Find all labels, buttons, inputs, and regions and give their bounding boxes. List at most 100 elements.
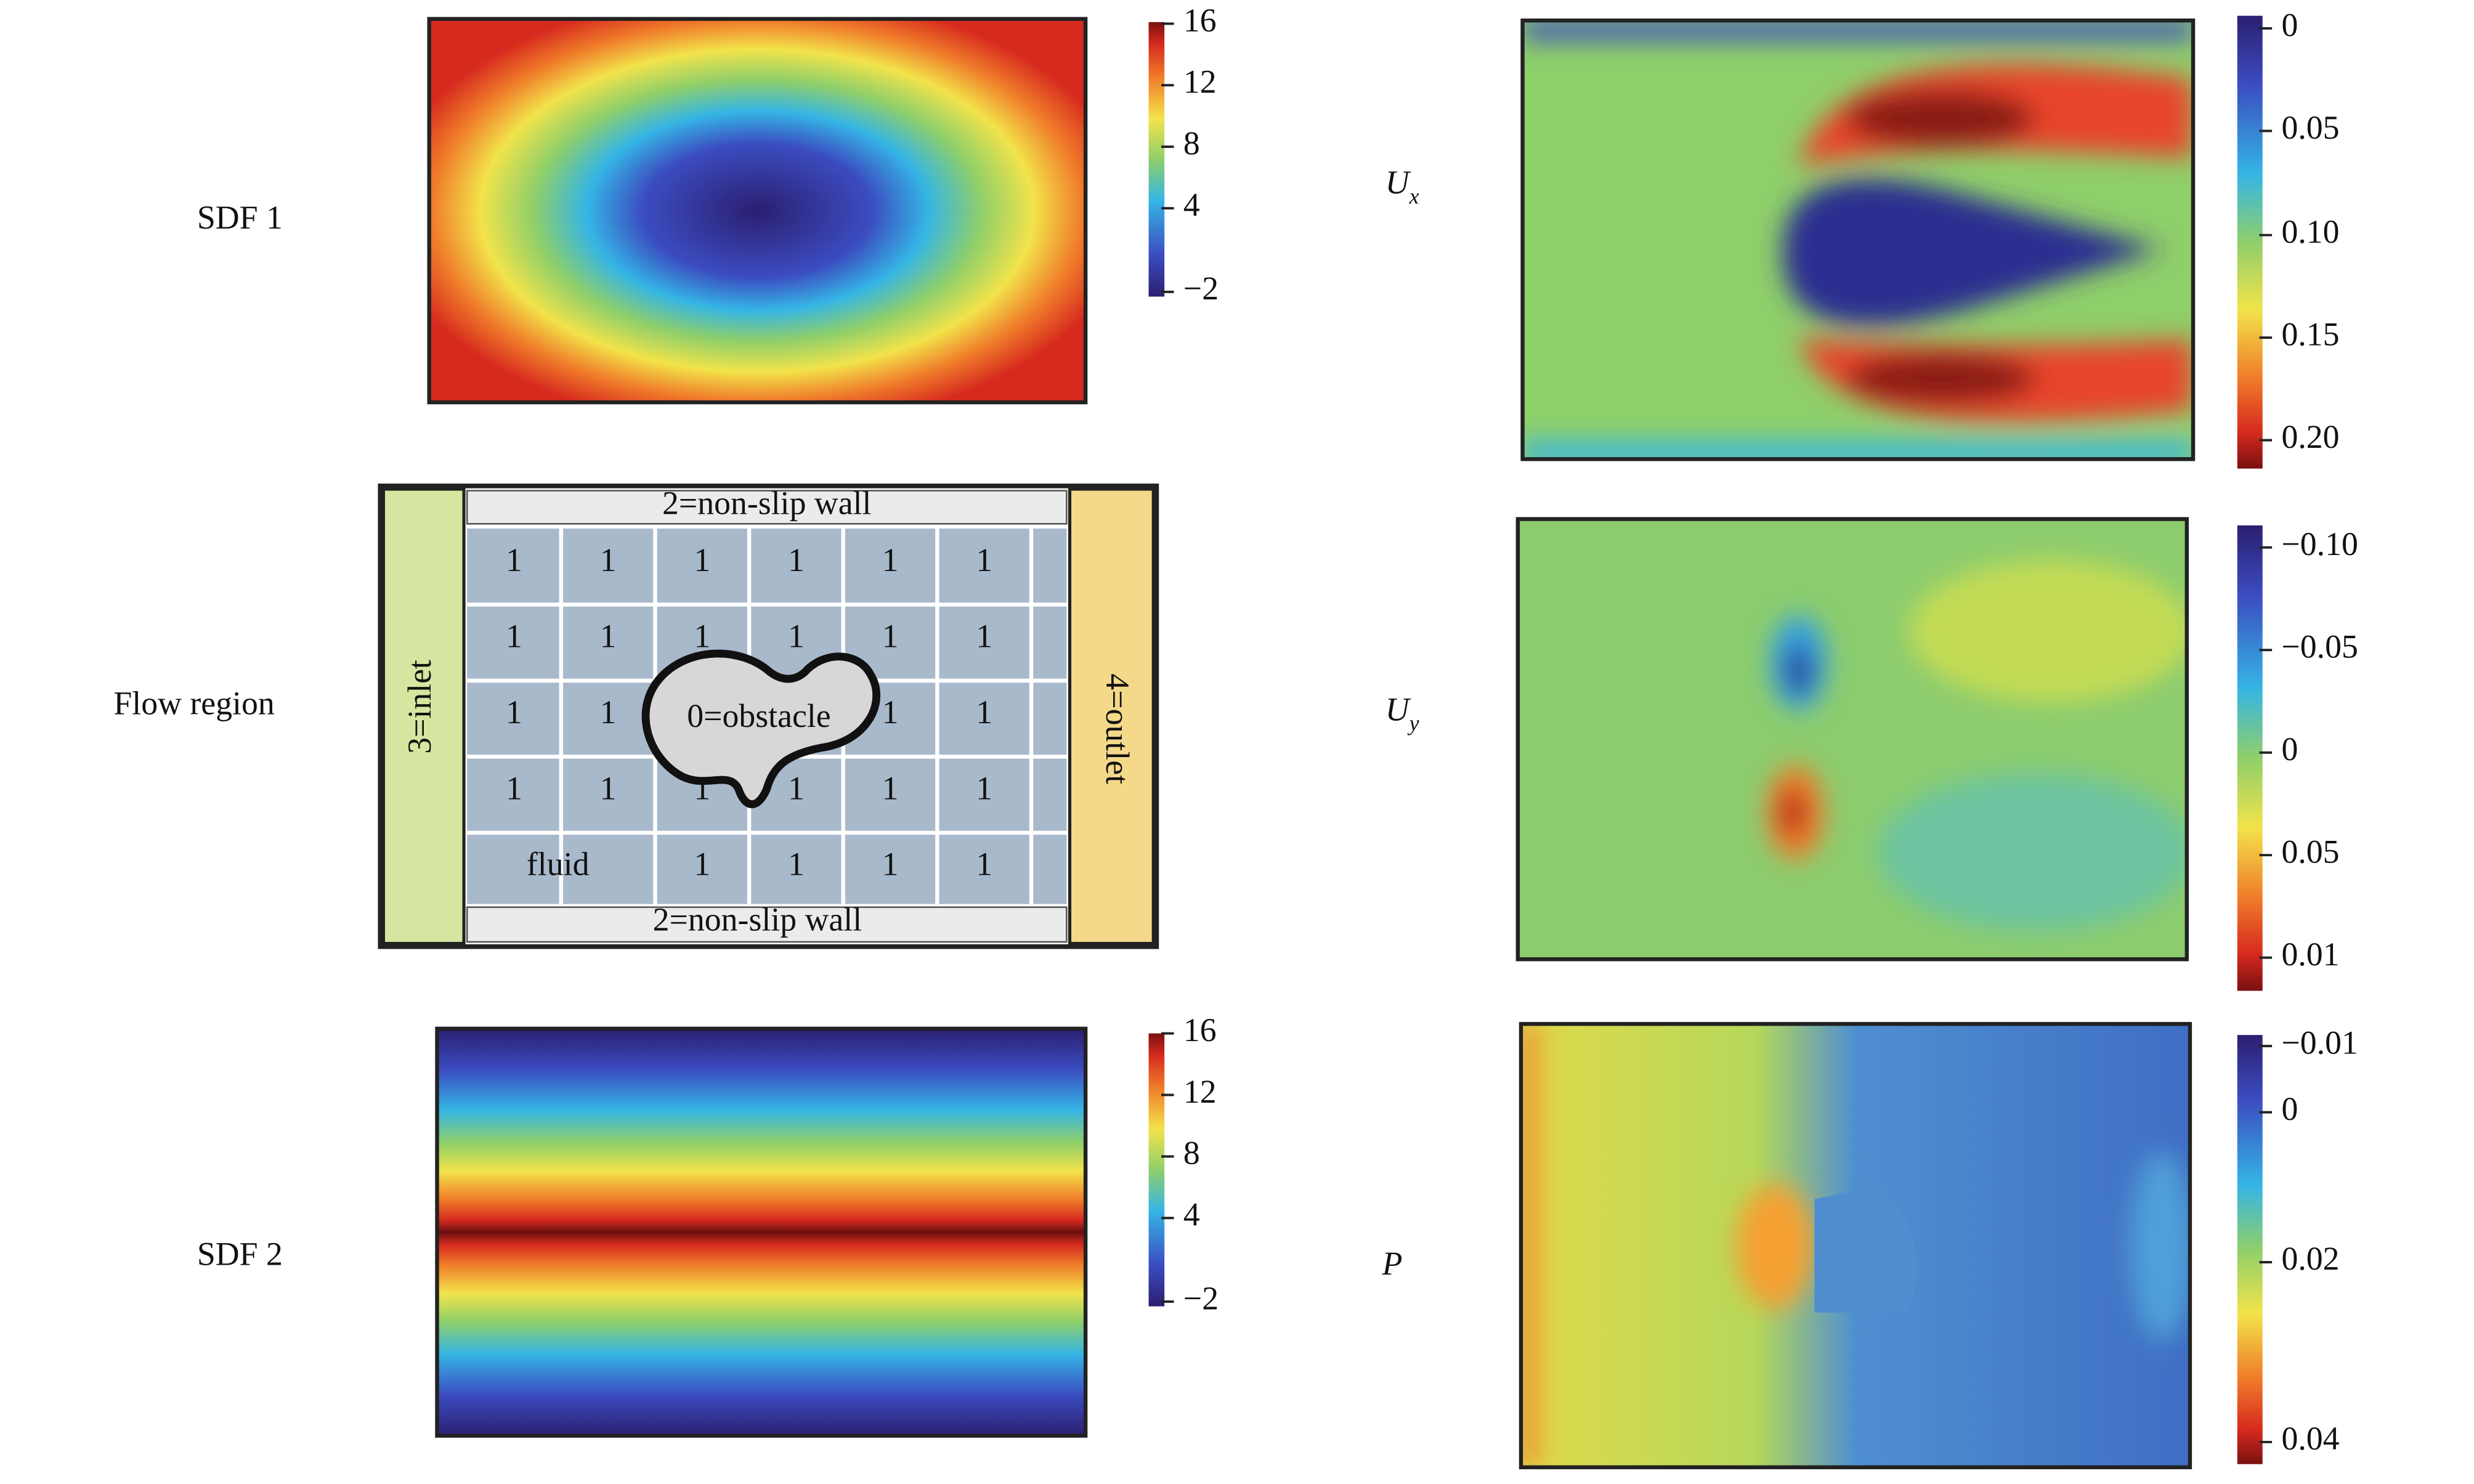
field-feature [1522, 20, 2194, 40]
colorbar [1148, 1033, 1165, 1307]
tick-label: 4 [1183, 186, 1200, 223]
obstacle [1814, 1186, 1918, 1313]
cell-label: 1 [600, 541, 617, 578]
cell-label: 1 [506, 541, 522, 578]
panel-label: Ux [1385, 164, 1419, 209]
top-wall [466, 490, 1068, 525]
colorbar [2237, 1035, 2263, 1464]
cell-label: 1 [882, 541, 899, 578]
frame [1519, 1021, 2192, 1470]
heatmap [1521, 1024, 2190, 1467]
wall-label: 2=non-slip wall [653, 901, 862, 938]
tick-label: 16 [1183, 1012, 1217, 1048]
grid-cells: 111111111111111111111111fluid1111 [467, 528, 1067, 904]
tick-label: 4 [1183, 1196, 1200, 1233]
tick-label: 0.04 [2281, 1420, 2339, 1457]
colorbar-ticks: −0.10 −0.05 0 0.05 0.01 [2259, 525, 2358, 973]
cell-label: 1 [600, 617, 617, 654]
tick-label: 0.01 [2281, 936, 2339, 973]
tick-label: 0.10 [2281, 213, 2339, 250]
cell-label: 1 [882, 769, 899, 806]
panel-label: P [1382, 1245, 1403, 1282]
field-feature [1909, 560, 2187, 702]
colorbar-ticks: 0 0.05 0.10 0.15 0.20 [2259, 6, 2340, 455]
panel-label: Flow region [113, 685, 274, 722]
bottom-wall [466, 906, 1068, 943]
outlet-region [1068, 487, 1155, 946]
field-feature [1522, 442, 2194, 460]
tick-label: 0.05 [2281, 833, 2339, 870]
colorbar [2237, 525, 2263, 991]
cell-label: 1 [882, 617, 899, 654]
cell-label: 1 [788, 769, 805, 806]
colorbar-ticks: 16 12 8 4 −2 [1161, 2, 1219, 307]
cell-label: 1 [694, 541, 710, 578]
wall-label: 2=non-slip wall [662, 484, 871, 521]
cell-label: 1 [882, 694, 899, 731]
tick-label: 0.20 [2281, 418, 2339, 455]
panel-label: SDF 1 [197, 199, 283, 236]
field-feature [1783, 179, 2162, 326]
obstacle [641, 649, 880, 808]
tick-label: 0 [2281, 6, 2298, 43]
tick-label: 0 [2281, 1090, 2298, 1127]
field-feature [1877, 772, 2187, 931]
tick-label: 12 [1183, 1073, 1217, 1110]
colorbar-ticks: −0.01 0 0.02 0.04 [2259, 1024, 2358, 1457]
cell-label: 1 [788, 541, 805, 578]
tick-label: 0 [2281, 731, 2298, 768]
panel-label: SDF 2 [197, 1236, 283, 1273]
cell-label: fluid [527, 846, 590, 883]
tick-label: −0.10 [2281, 525, 2358, 562]
subscript: x [1409, 184, 1419, 209]
panel-label: Uy [1385, 691, 1419, 736]
field-feature [1846, 89, 2035, 147]
cell-label: 1 [506, 617, 522, 654]
tick-label: 8 [1183, 125, 1200, 162]
tick-label: −2 [1183, 270, 1219, 307]
colorbar [2237, 15, 2263, 469]
tick-label: 16 [1183, 2, 1217, 39]
cell-label: 1 [882, 846, 899, 883]
cell-label: 1 [976, 694, 992, 731]
cell-label: 1 [506, 694, 522, 731]
obstacle-label: 0=obstacle [687, 697, 830, 734]
field-feature [1521, 1024, 1537, 1467]
cell-label: 1 [600, 769, 617, 806]
field-feature [2130, 1151, 2190, 1341]
field-feature [1846, 353, 2035, 404]
frame [1520, 18, 2196, 461]
subscript: y [1408, 711, 1419, 736]
field-feature [1786, 645, 1812, 696]
cell-label: 1 [600, 694, 617, 731]
cell-label: 1 [788, 846, 805, 883]
colorbar-ticks: 16 12 8 4 −2 [1161, 1012, 1219, 1316]
field-features [1767, 560, 2187, 931]
field-features [1521, 1024, 2190, 1467]
tick-label: 8 [1183, 1135, 1200, 1172]
tick-label: 12 [1183, 63, 1217, 100]
tick-label: −0.01 [2281, 1024, 2358, 1061]
symbol: U [1385, 691, 1411, 728]
tick-label: 0.05 [2281, 109, 2339, 146]
cell-label: 1 [694, 617, 710, 654]
cell-label: 1 [976, 769, 992, 806]
tick-label: 0.02 [2281, 1240, 2339, 1277]
outlet-label: 4=outlet [1099, 673, 1136, 784]
field-features [1522, 20, 2194, 460]
tick-label: −0.05 [2281, 628, 2358, 665]
symbol: U [1385, 164, 1411, 201]
cell-label: 1 [976, 617, 992, 654]
inlet-region [381, 487, 466, 946]
tick-label: −2 [1183, 1279, 1219, 1316]
heatmap [427, 17, 1088, 405]
cell-label: 1 [976, 846, 992, 883]
cell-label: 1 [788, 617, 805, 654]
heatmap [1517, 519, 2187, 960]
cell-label: 1 [506, 769, 522, 806]
cell-label: 1 [976, 541, 992, 578]
cell-label: 1 [694, 846, 710, 883]
tick-label: 0.15 [2281, 315, 2339, 352]
